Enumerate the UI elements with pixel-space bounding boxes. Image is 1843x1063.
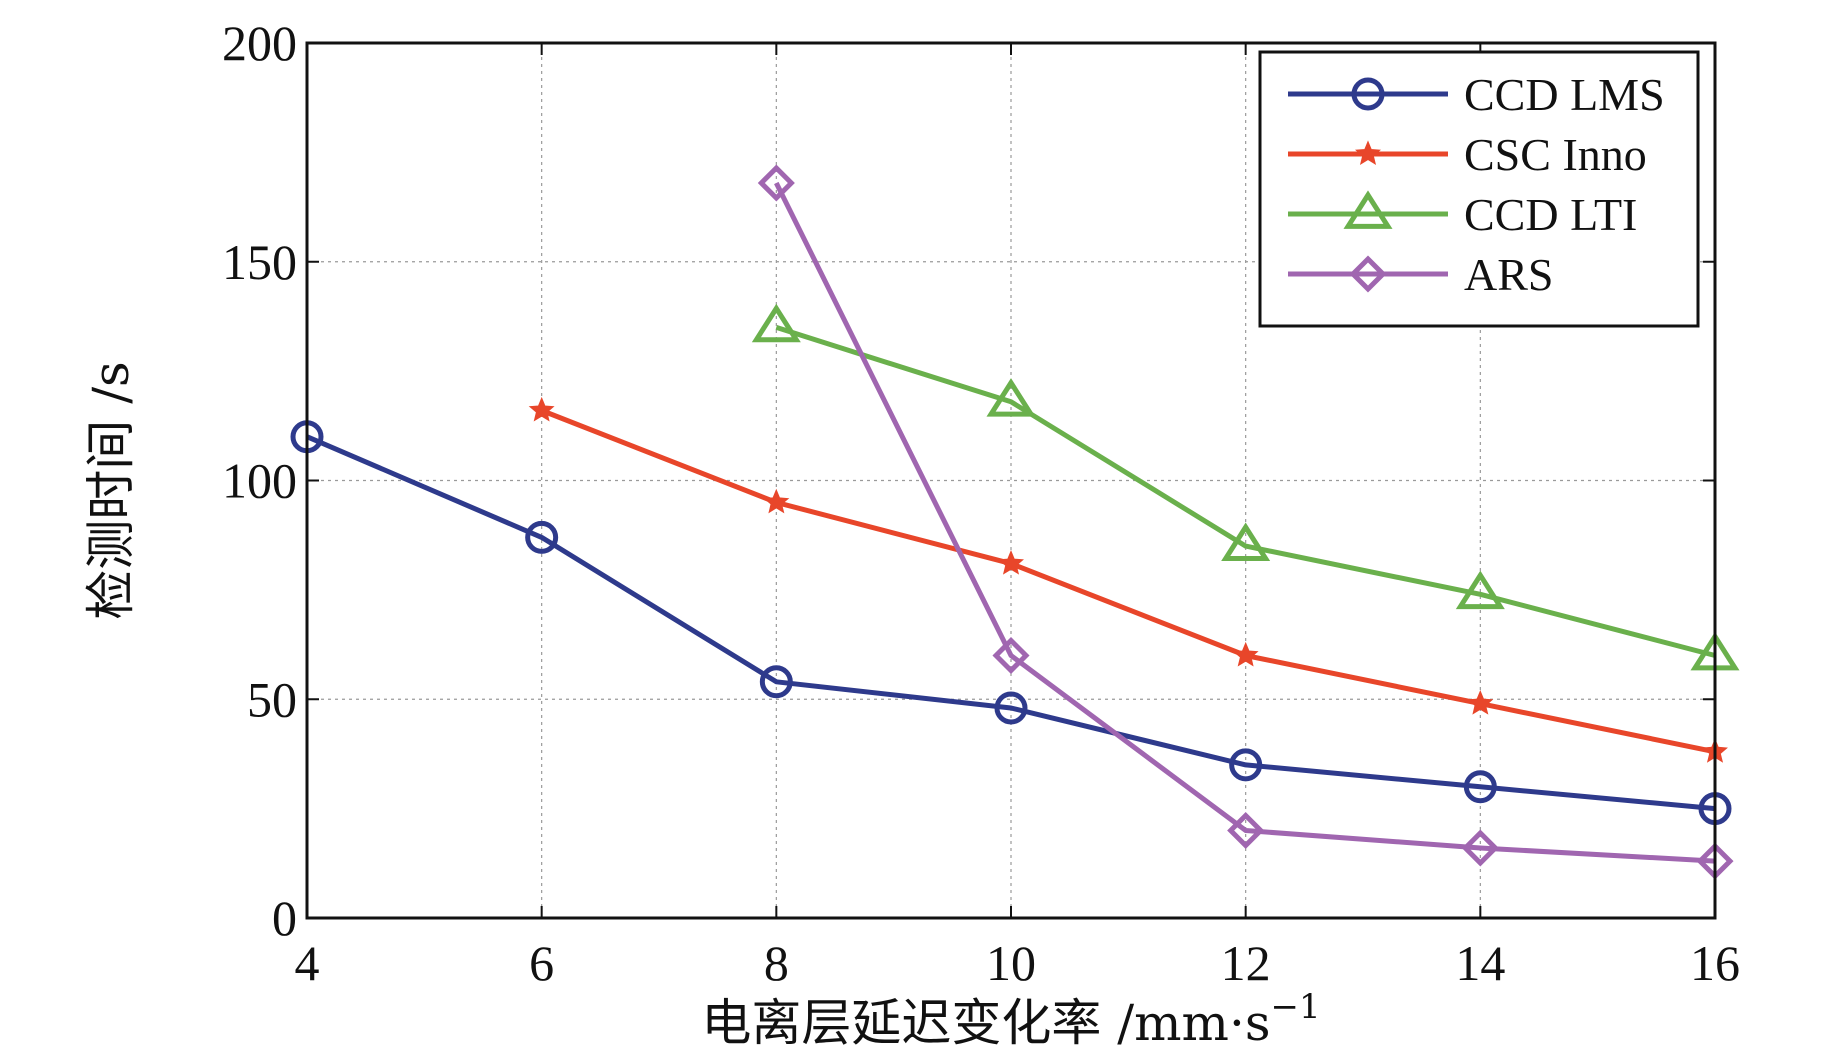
data-point — [1227, 811, 1265, 850]
y-axis-label: 检测时间 /s — [82, 361, 140, 619]
x-tick-label: 6 — [529, 935, 554, 991]
y-tick-label: 200 — [222, 15, 297, 71]
legend-label: ARS — [1464, 249, 1553, 300]
series-line — [775, 325, 1716, 658]
legend-marker — [1349, 255, 1387, 293]
data-point — [1229, 748, 1263, 782]
legend-label: CCD LMS — [1464, 69, 1665, 120]
legend-marker — [1351, 77, 1385, 111]
data-point — [992, 636, 1030, 675]
series-ars — [757, 164, 1734, 880]
data-point — [986, 378, 1036, 417]
y-tick-label: 50 — [247, 671, 297, 727]
series-ccd-lti — [751, 303, 1740, 671]
data-point — [525, 520, 559, 554]
legend: CCD LMS CSC Inno CCD LTI ARS — [1258, 50, 1700, 328]
data-point — [1461, 829, 1499, 867]
legend-marker — [1343, 190, 1393, 229]
data-point — [751, 303, 801, 343]
series-line — [306, 434, 1716, 812]
data-point — [1232, 641, 1259, 667]
data-point — [759, 665, 793, 699]
axis-ticks: 4 6 8 10 12 14 16 0 50 100 150 200 — [222, 15, 1740, 991]
x-tick-label: 10 — [986, 935, 1036, 991]
series-line — [774, 181, 1716, 864]
x-tick-label: 14 — [1455, 935, 1505, 991]
x-tick-label: 8 — [764, 935, 789, 991]
data-point — [757, 164, 795, 202]
x-tick-label: 16 — [1690, 935, 1740, 991]
series-csc-inno — [528, 396, 1728, 763]
x-axis-label-superscript: −1 — [1271, 987, 1321, 1027]
data-point — [763, 488, 790, 514]
x-axis-label-text: 电离层延迟变化率 /mm·s — [701, 994, 1270, 1052]
series-ccd-lms — [290, 420, 1732, 826]
legend-label: CSC Inno — [1464, 129, 1647, 180]
y-tick-label: 0 — [272, 890, 297, 946]
legend-marker — [1354, 140, 1382, 166]
legend-box — [1258, 50, 1700, 328]
y-tick-label: 150 — [222, 234, 297, 290]
data-point — [998, 549, 1024, 575]
series-line — [540, 408, 1716, 755]
x-tick-label: 4 — [295, 935, 320, 991]
x-tick-label: 12 — [1221, 935, 1271, 991]
data-point — [1221, 522, 1271, 561]
legend-item: CSC Inno — [1288, 129, 1647, 180]
legend-item: CCD LTI — [1288, 189, 1637, 240]
legend-item: ARS — [1288, 249, 1553, 300]
x-axis-label: 电离层延迟变化率 /mm·s−1 — [701, 987, 1320, 1052]
y-tick-label: 100 — [222, 453, 297, 509]
legend-label: CCD LTI — [1464, 189, 1637, 240]
data-point — [1463, 770, 1497, 804]
data-point — [1467, 689, 1494, 715]
legend-item: CCD LMS — [1288, 69, 1665, 120]
data-point — [1455, 570, 1505, 610]
data-point — [994, 691, 1028, 725]
data-point — [528, 396, 555, 422]
